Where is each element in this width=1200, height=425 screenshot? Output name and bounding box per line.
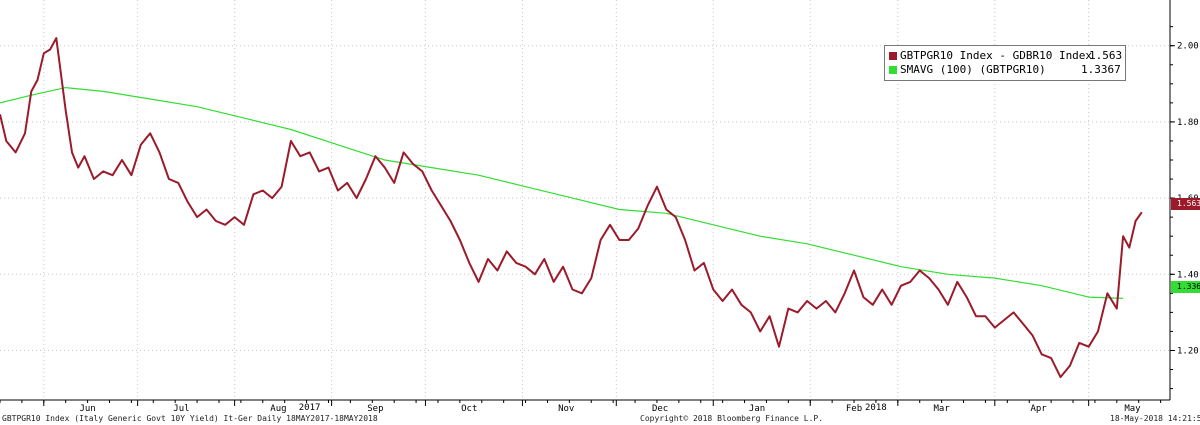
legend-label-sma: SMAVG (100) (GBTPGR10) [900,63,1046,76]
footer-left: GBTPGR10 Index (Italy Generic Govt 10Y Y… [2,414,378,423]
x-tick-label: Jan [749,404,765,414]
x-tick-label: Dec [652,404,668,414]
year-label: 2017 [299,403,321,413]
series-line-spread [0,37,1143,379]
x-tick-label: Feb [846,404,862,414]
x-tick-label: Oct [461,404,477,414]
legend-swatch-spread [889,52,897,60]
x-tick-label: May [1124,404,1141,414]
x-tick-label: Sep [367,404,383,414]
y-tick-label: 1.40 [1177,270,1199,280]
legend-item-sma[interactable]: SMAVG (100) (GBTPGR10) 1.3367 [889,63,1121,77]
legend-swatch-sma [889,66,897,74]
legend[interactable]: GBTPGR10 Index - GDBR10 Index 1.563 SMAVG… [884,45,1126,81]
legend-value-spread: 1.563 [1089,49,1123,62]
legend-label-spread: GBTPGR10 Index - GDBR10 Index [900,49,1093,62]
x-tick-label: Mar [933,404,950,414]
x-tick-label: Jun [79,404,95,414]
footer-right: 18-May-2018 14:21:56 [1110,414,1200,423]
year-label: 2018 [865,403,887,413]
tick-labels: Jun Jul Aug Sep Oct Nov Dec Jan Feb Mar Apr May 2017… [79,42,1198,414]
x-tick-label: Nov [558,404,574,414]
y-tick-label: 2.00 [1177,42,1199,52]
series-line-sma [0,86,1124,299]
grid [0,0,1170,400]
axes [0,0,1175,406]
x-tick-label: Aug [270,404,286,414]
x-tick-label: Jul [173,404,189,414]
last-value-label-sma: 1.3367 [1171,281,1200,293]
y-tick-label: 1.20 [1177,346,1199,356]
plot-area [0,37,1143,379]
legend-item-spread[interactable]: GBTPGR10 Index - GDBR10 Index 1.563 [889,49,1122,63]
footer-center: Copyright© 2018 Bloomberg Finance L.P. [640,414,824,423]
x-tick-label: Apr [1030,404,1047,414]
legend-value-sma: 1.3367 [1081,63,1121,76]
last-value-label-spread: 1.563 [1171,198,1200,210]
y-tick-label: 1.80 [1177,118,1199,128]
